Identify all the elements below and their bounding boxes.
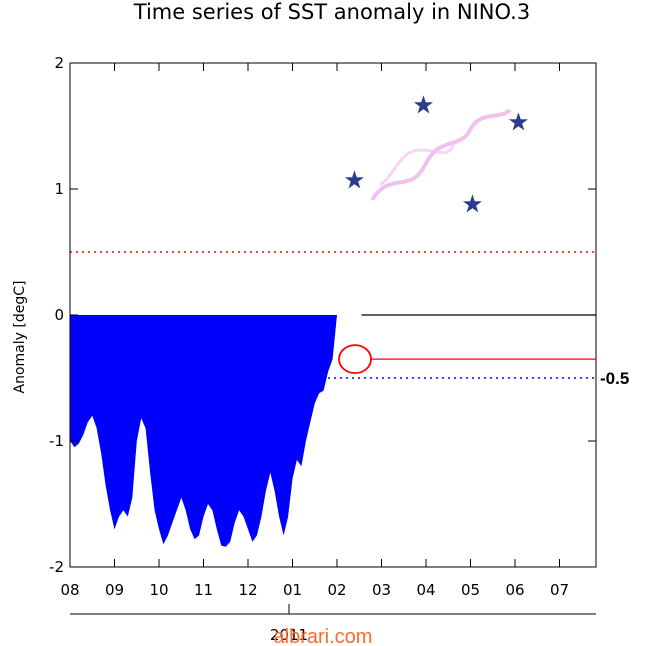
area-layer (70, 315, 364, 547)
chart-title: Time series of SST anomaly in NINO.3 (133, 0, 530, 24)
highlight-circle (338, 344, 372, 375)
x-tick-label: 03 (372, 581, 391, 599)
x-tick-label: 10 (149, 581, 168, 599)
x-tick-label: 12 (238, 581, 257, 599)
decorative-stars-logo: ★ ★ ★ ★ (340, 87, 532, 222)
tick-layer: 210-1-208 09 10 11 12 01 02 03 04 05 06 07 (49, 54, 596, 599)
y-axis-label: Anomaly [degC] (12, 281, 28, 394)
reference-lines (70, 251, 596, 379)
x-tick-label: 11 (194, 581, 213, 599)
star-icon: ★ (410, 88, 437, 123)
annotation-layer: -0.5 (338, 344, 629, 388)
x-tick-label: 07 (550, 581, 569, 599)
y-tick-label: 1 (54, 180, 64, 198)
x-tick-label: 06 (505, 581, 524, 599)
x-tick-label: 04 (416, 581, 435, 599)
x-tick-label: 01 (283, 581, 302, 599)
x-tick-label: 05 (461, 581, 480, 599)
calligraphy-icon (379, 139, 457, 187)
y-tick-label: -2 (49, 558, 64, 576)
threshold-annotation-label: -0.5 (600, 369, 629, 388)
star-icon: ★ (341, 163, 368, 198)
y-tick-label: 0 (54, 306, 64, 324)
y-tick-label: 2 (54, 54, 64, 72)
x-tick-label: 08 (60, 581, 79, 599)
calligraphy-icon (370, 108, 512, 202)
y-tick-label: -1 (49, 432, 64, 450)
year-label: 2011 (270, 626, 308, 644)
anomaly-area-series (70, 315, 364, 547)
x-tick-label: 02 (327, 581, 346, 599)
star-icon: ★ (459, 187, 486, 222)
watermark-text: albrari.com (274, 626, 373, 646)
x-tick-label: 09 (105, 581, 124, 599)
